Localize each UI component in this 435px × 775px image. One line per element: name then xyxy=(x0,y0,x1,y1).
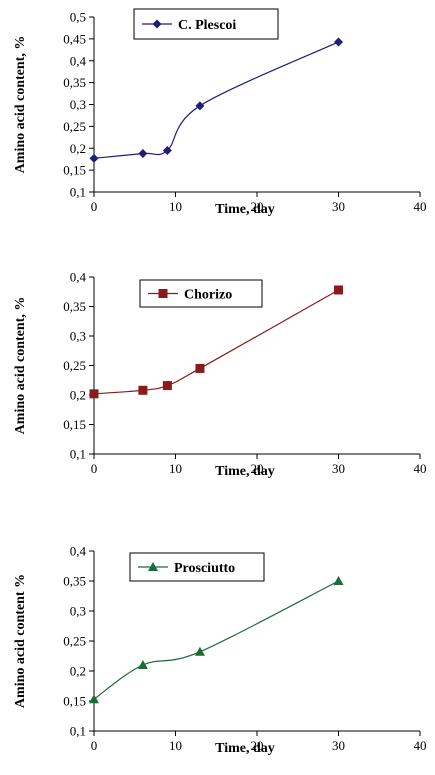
x-tick-label: 40 xyxy=(414,199,427,214)
data-point xyxy=(162,145,172,155)
data-point xyxy=(138,149,148,158)
series-line xyxy=(93,41,339,159)
x-axis-title: Time, day xyxy=(215,741,275,756)
x-tick-label: 0 xyxy=(91,738,98,753)
data-point xyxy=(333,576,344,585)
legend-marker xyxy=(152,19,162,29)
x-tick-label: 20 xyxy=(251,461,264,476)
data-point xyxy=(162,381,172,391)
y-tick-label: 0,25 xyxy=(63,358,86,373)
y-tick-label: 0,1 xyxy=(70,447,86,462)
legend-marker xyxy=(158,289,168,298)
legend-label: Prosciutto xyxy=(174,561,235,576)
x-tick-label: 10 xyxy=(169,461,182,476)
data-point xyxy=(195,101,205,111)
y-tick-label: 0,1 xyxy=(70,724,86,739)
y-tick-label: 0,25 xyxy=(63,119,86,134)
y-tick-label: 0,25 xyxy=(63,634,86,649)
data-point xyxy=(89,153,99,163)
data-point xyxy=(334,285,343,295)
data-point xyxy=(89,694,99,704)
x-tick-label: 30 xyxy=(332,738,345,753)
x-tick-label: 40 xyxy=(414,461,427,476)
x-axis-title: Time, day xyxy=(215,464,275,479)
series-line xyxy=(93,580,339,700)
y-axis-title: Amino acid content % xyxy=(13,574,28,708)
chart-panel-2: 0,1 0,15 0,2 0,25 0,3 0,35 0,4 0 10 20 30 40 Time, d… xyxy=(13,270,427,480)
y-tick-label: 0,5 xyxy=(70,10,86,25)
y-tick-label: 0,35 xyxy=(63,75,86,90)
y-axis-title: Amino acid content, % xyxy=(13,36,28,174)
x-tick-label: 10 xyxy=(169,738,182,753)
y-tick-label: 0,1 xyxy=(70,185,86,200)
y-axis-title: Amino acid content, % xyxy=(13,297,28,435)
y-tick-label: 0,15 xyxy=(63,163,86,178)
data-point xyxy=(334,37,343,47)
x-tick-label: 20 xyxy=(251,738,264,753)
legend-label: C. Plescoi xyxy=(178,18,236,33)
x-tick-label: 30 xyxy=(332,461,345,476)
y-tick-label: 0,3 xyxy=(70,604,86,619)
y-tick-label: 0,45 xyxy=(63,31,86,46)
x-tick-label: 40 xyxy=(414,738,427,753)
y-tick-label: 0,4 xyxy=(70,270,87,285)
y-tick-label: 0,2 xyxy=(70,388,86,403)
x-tick-label: 0 xyxy=(91,199,98,214)
y-tick-label: 0,15 xyxy=(63,694,86,709)
data-point xyxy=(137,660,148,669)
x-tick-label: 20 xyxy=(251,199,264,214)
data-point xyxy=(194,646,205,656)
chart-panel-1: 0,1 0,15 0,2 0,25 0,3 0,35 0,4 0,45 0,5 0 10 20 30 40… xyxy=(13,8,427,217)
y-tick-label: 0,35 xyxy=(63,299,86,314)
x-tick-label: 30 xyxy=(332,199,345,214)
data-point xyxy=(89,389,99,399)
data-point xyxy=(195,363,205,373)
y-tick-label: 0,4 xyxy=(70,53,87,68)
y-tick-label: 0,15 xyxy=(63,417,86,432)
y-tick-label: 0,35 xyxy=(63,574,86,589)
data-point xyxy=(138,385,148,395)
y-tick-label: 0,3 xyxy=(70,329,86,344)
legend-label: Chorizo xyxy=(184,288,232,303)
y-tick-label: 0,2 xyxy=(70,141,86,156)
legend-marker xyxy=(148,562,158,571)
x-tick-label: 10 xyxy=(169,199,182,214)
y-tick-label: 0,3 xyxy=(70,97,86,112)
chart-panel-3: 0,1 0,15 0,2 0,25 0,3 0,35 0,4 0 10 20 30 40 Time, d… xyxy=(13,544,427,757)
y-tick-label: 0,2 xyxy=(70,664,86,679)
y-tick-label: 0,4 xyxy=(70,544,87,559)
x-tick-label: 0 xyxy=(91,461,98,476)
x-axis-title: Time, day xyxy=(215,202,275,217)
